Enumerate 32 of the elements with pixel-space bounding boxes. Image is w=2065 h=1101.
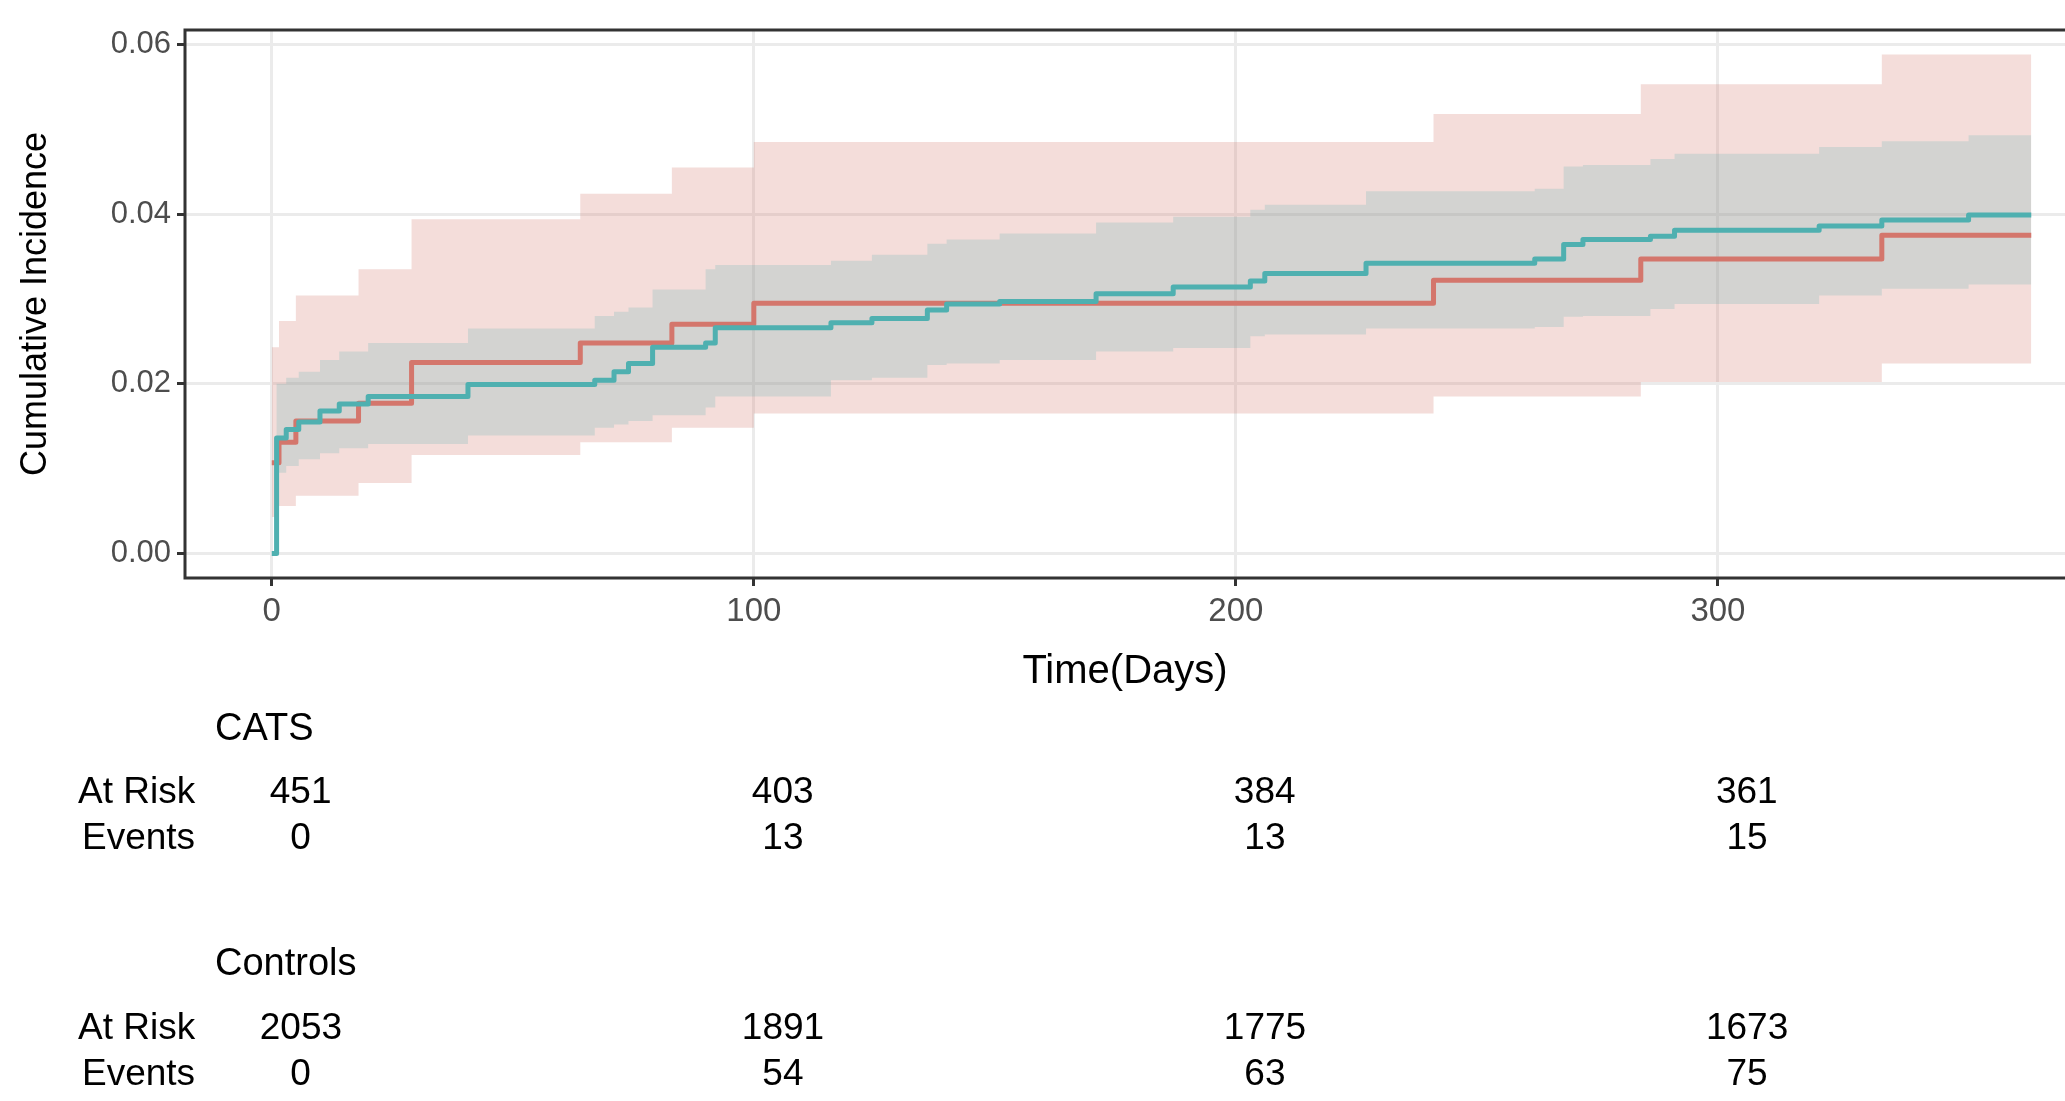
y-tick-label: 0.02 [110,364,171,400]
text: 63 [1244,1052,1286,1093]
text: 451 [269,770,332,811]
x-tick-label: 300 [1690,590,1746,628]
text: Events [82,1052,196,1093]
text: 361 [1715,770,1778,811]
x-axis-title: Time(Days) [1022,647,1228,692]
text: 2053 [259,1006,343,1047]
x-tick-label: 200 [1208,590,1264,628]
text: At Risk [78,1006,196,1047]
text: 1673 [1705,1006,1789,1047]
y-tick-label: 0.06 [110,24,171,60]
text: 54 [762,1052,804,1093]
text: 403 [751,770,814,811]
text: 0 [290,1052,311,1093]
y-tick-label: 0.00 [110,533,171,569]
text: 13 [762,816,804,857]
text: 0 [290,816,311,857]
x-tick-label: 100 [726,590,782,628]
text: Controls [215,941,357,983]
text: 75 [1726,1052,1768,1093]
text: 13 [1244,816,1286,857]
x-tick-label: 0 [262,590,281,628]
text: 1891 [741,1006,825,1047]
y-axis-title: Cumulative Incidence [12,131,54,477]
text: 1775 [1223,1006,1307,1047]
text: Events [82,816,196,857]
y-tick-label: 0.04 [110,194,171,230]
text: CATS [215,706,314,748]
text: At Risk [78,770,196,811]
text: 15 [1726,816,1768,857]
text: 384 [1233,770,1296,811]
